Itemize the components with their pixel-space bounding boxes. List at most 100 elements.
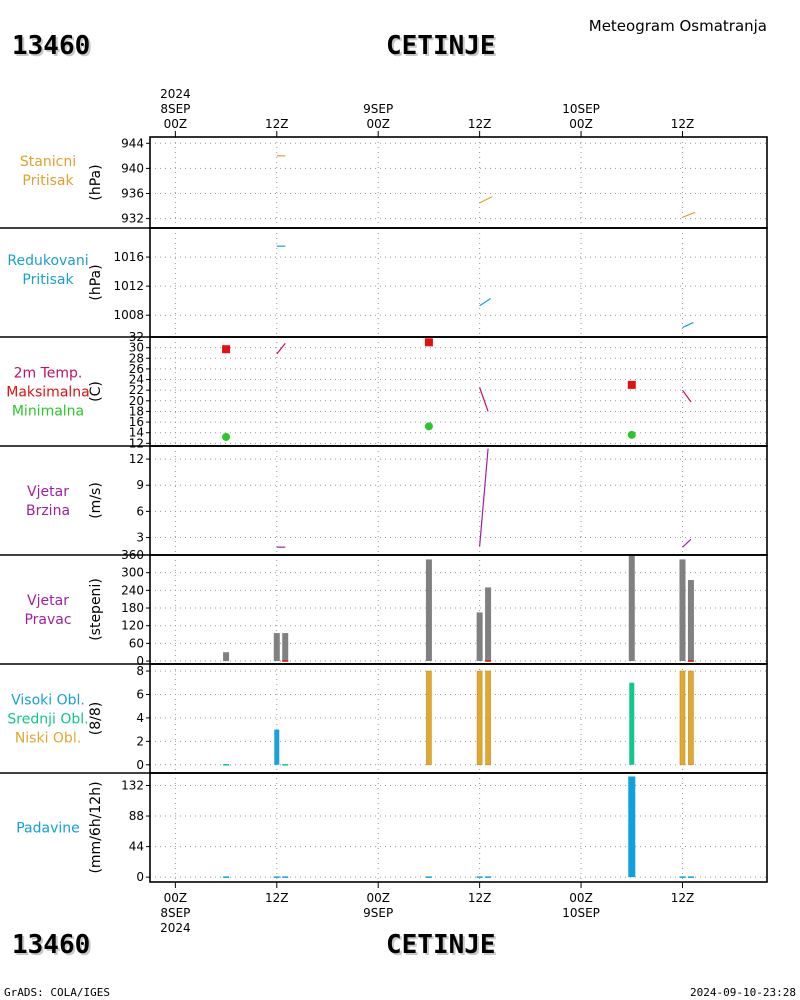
- wind-direction-bar: [628, 555, 635, 662]
- wind-direction-bar: [282, 633, 289, 662]
- panel-frame: [149, 663, 768, 774]
- credit-text: GrADS: COLA/IGES: [4, 986, 110, 999]
- y-tick-label: 28: [129, 351, 144, 365]
- cloud-bar: [688, 670, 694, 766]
- y-tick-label: 6: [136, 687, 144, 701]
- panel-frame: [149, 772, 768, 883]
- minimum-marker: [627, 430, 636, 439]
- panel-label: Pritisak: [22, 173, 74, 189]
- product-title: Meteogram Osmatranja: [589, 17, 767, 35]
- y-tick-label: 30: [129, 341, 144, 355]
- cloud-bar: [679, 670, 686, 766]
- panel-label: Stanicni: [20, 154, 76, 170]
- series-segment: [681, 389, 692, 403]
- series-segment: [682, 321, 694, 329]
- top-time-label: 00Z: [569, 117, 593, 131]
- maximum-marker: [424, 338, 433, 347]
- y-tick-label: 1016: [113, 250, 144, 264]
- y-tick-label: 12: [129, 452, 144, 466]
- y-tick-label: 6: [136, 504, 144, 518]
- y-tick-label: 1008: [113, 308, 144, 322]
- panel-wind-speed: 3 6 9 12 Vjetar Brzina (m/s): [0, 445, 768, 556]
- panel-label: Vjetar: [27, 593, 69, 609]
- station-name-bottom: CETINJE: [386, 930, 496, 960]
- y-tick-label: 0: [136, 870, 144, 884]
- y-tick-label: 26: [129, 362, 144, 376]
- panel-frame: [149, 554, 768, 665]
- y-axis-label: (mm/6h/12h): [88, 781, 104, 873]
- station-id-top: 13460: [12, 31, 90, 61]
- panel-frame: [149, 336, 768, 447]
- station-id-shadow: 13460: [14, 33, 92, 63]
- timestamp-text: 2024-09-10-23:28: [690, 986, 796, 999]
- y-axis-label: (stepeni): [88, 578, 104, 641]
- y-axis-label: (C): [88, 381, 104, 402]
- panel-label: 2m Temp.: [14, 366, 83, 382]
- series-segment: [682, 538, 692, 548]
- y-tick-label: 944: [121, 136, 144, 150]
- panel-label: Visoki Obl.: [11, 693, 85, 709]
- wind-direction-bar: [223, 652, 230, 662]
- panel-frame: [149, 136, 768, 229]
- panel-reduced-pressure: 1008 1012 1016 Redukovani Pritisak (hPa): [0, 227, 768, 338]
- series-segment: [479, 387, 489, 412]
- panel-label: Minimalna: [12, 404, 84, 420]
- bottom-time-label: 10SEP: [562, 906, 600, 920]
- maximum-marker: [627, 380, 636, 389]
- top-time-label: 12Z: [265, 117, 289, 131]
- y-axis-label: (m/s): [88, 482, 104, 519]
- y-tick-label: 180: [121, 601, 144, 615]
- wind-direction-bar: [679, 559, 686, 662]
- y-tick-label: 60: [129, 636, 144, 650]
- top-time-label: 12Z: [468, 117, 492, 131]
- cloud-bar: [274, 729, 280, 765]
- top-time-label: 9SEP: [363, 102, 393, 116]
- bottom-time-label: 12Z: [671, 891, 695, 905]
- y-tick-label: 0: [136, 758, 144, 772]
- y-axis-label: (hPa): [88, 164, 104, 200]
- panel-label: Pritisak: [22, 272, 74, 288]
- wind-direction-bar: [425, 559, 432, 662]
- panel-station-pressure: 932 936 940 944 Stanicni Pritisak (hPa): [20, 136, 768, 229]
- cloud-bar: [629, 682, 635, 765]
- minimum-marker: [222, 432, 231, 441]
- y-tick-label: 44: [129, 840, 144, 854]
- panel-label: Pravac: [24, 612, 71, 628]
- top-time-label: 8SEP: [160, 102, 190, 116]
- panel-label: Padavine: [16, 821, 80, 837]
- y-tick-label: 132: [121, 778, 144, 792]
- wind-direction-bar: [485, 587, 492, 662]
- y-tick-label: 4: [136, 711, 144, 725]
- top-time-label: 00Z: [164, 117, 188, 131]
- y-tick-label: 0: [136, 654, 144, 668]
- cloud-bar: [476, 670, 483, 766]
- panel-frame: [149, 227, 768, 338]
- station-id-bottom-shadow: 13460: [14, 932, 92, 962]
- wind-direction-bar: [687, 580, 694, 662]
- cloud-bar: [485, 670, 491, 766]
- station-name-shadow: CETINJE: [388, 33, 498, 63]
- y-tick-label: 8: [136, 664, 144, 678]
- bottom-time-label: 8SEP: [160, 906, 190, 920]
- y-tick-label: 24: [129, 373, 144, 387]
- bottom-time-label: 9SEP: [363, 906, 393, 920]
- y-tick-label: 12: [129, 436, 144, 450]
- y-tick-label: 2: [136, 734, 144, 748]
- bottom-time-label: 00Z: [164, 891, 188, 905]
- panel-label: Srednji Obl.: [7, 712, 88, 728]
- wind-direction-bar: [476, 612, 483, 662]
- panel-frame: [149, 445, 768, 556]
- y-tick-label: 1012: [113, 279, 144, 293]
- wind-direction-bar: [273, 633, 280, 662]
- top-time-label: 00Z: [366, 117, 390, 131]
- bottom-time-label: 12Z: [265, 891, 289, 905]
- y-tick-label: 14: [129, 426, 144, 440]
- panel-label: Maksimalna: [6, 385, 90, 401]
- maximum-marker: [222, 345, 231, 354]
- cloud-bar: [426, 670, 432, 766]
- top-time-label: 2024: [160, 87, 191, 101]
- station-name-top: CETINJE: [386, 31, 496, 61]
